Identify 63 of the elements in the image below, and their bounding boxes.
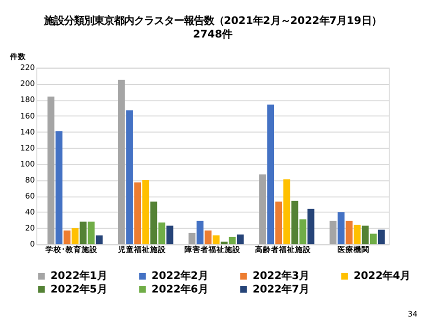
bar bbox=[72, 228, 79, 244]
chart-subtitle: 2748件 bbox=[192, 28, 232, 40]
legend-label: 2022年7月 bbox=[252, 283, 309, 296]
bar bbox=[204, 230, 212, 244]
y-tick-label: 140 bbox=[20, 127, 35, 136]
bar bbox=[236, 234, 244, 244]
bar bbox=[142, 180, 150, 244]
y-tick-label: 220 bbox=[20, 63, 35, 72]
bar bbox=[88, 222, 95, 244]
y-tick-label: 40 bbox=[25, 207, 35, 216]
y-tick-label: 60 bbox=[25, 191, 35, 200]
bar bbox=[196, 220, 204, 244]
bar bbox=[299, 219, 306, 244]
bar bbox=[220, 242, 228, 244]
bar bbox=[126, 110, 133, 244]
y-tick-label: 80 bbox=[25, 175, 35, 184]
bar bbox=[267, 104, 274, 244]
y-tick-label: 200 bbox=[20, 79, 35, 88]
bar bbox=[346, 220, 353, 244]
bar bbox=[291, 200, 298, 244]
x-tick-label: 障害者福祉施設 bbox=[184, 244, 242, 254]
y-tick-label: 0 bbox=[30, 240, 35, 249]
x-tick-label: 高齢者福祉施設 bbox=[255, 244, 312, 254]
y-tick-label: 180 bbox=[20, 95, 35, 104]
bar bbox=[56, 131, 62, 244]
legend-label: 2022年3月 bbox=[252, 270, 309, 282]
y-tick-label: 100 bbox=[20, 159, 35, 168]
bar bbox=[118, 80, 125, 244]
bar bbox=[96, 235, 103, 244]
bar bbox=[330, 220, 336, 244]
bar bbox=[228, 236, 236, 244]
legend-label: 2022年1月 bbox=[50, 270, 107, 282]
legend-label: 2022年2月 bbox=[152, 270, 208, 282]
bar bbox=[158, 222, 166, 244]
bar bbox=[64, 230, 70, 244]
x-tick-label: 児童福祉施設 bbox=[117, 244, 168, 254]
bar bbox=[259, 174, 266, 244]
x-tick-label: 医療機関 bbox=[338, 245, 370, 254]
y-tick-label: 160 bbox=[20, 111, 35, 120]
chart-title: 施設分類別東京都内クラスター報告数（2021年2月～2022年7月19日） bbox=[42, 14, 382, 27]
bar bbox=[166, 226, 174, 244]
bar bbox=[370, 234, 377, 244]
bar bbox=[188, 232, 196, 244]
bar bbox=[307, 208, 314, 244]
text: 34 bbox=[408, 310, 418, 319]
bar bbox=[134, 182, 142, 244]
y-tick-label: 120 bbox=[20, 143, 35, 152]
y-tick-label: 20 bbox=[25, 223, 35, 232]
bar bbox=[48, 96, 54, 244]
bar bbox=[362, 226, 369, 244]
bar bbox=[275, 202, 282, 244]
bar bbox=[212, 235, 220, 244]
bar bbox=[378, 230, 385, 244]
bar bbox=[354, 224, 361, 244]
legend-label: 2022年6月 bbox=[152, 283, 208, 296]
bar bbox=[150, 202, 158, 244]
bar bbox=[80, 222, 87, 244]
legend-label: 2022年4月 bbox=[354, 270, 410, 282]
x-tick-label: 学校･教育施設 bbox=[45, 244, 98, 254]
legend-label: 2022年5月 bbox=[50, 283, 107, 296]
bar bbox=[338, 212, 345, 244]
bar bbox=[283, 179, 290, 244]
y-axis-title: 件数 bbox=[9, 52, 28, 61]
